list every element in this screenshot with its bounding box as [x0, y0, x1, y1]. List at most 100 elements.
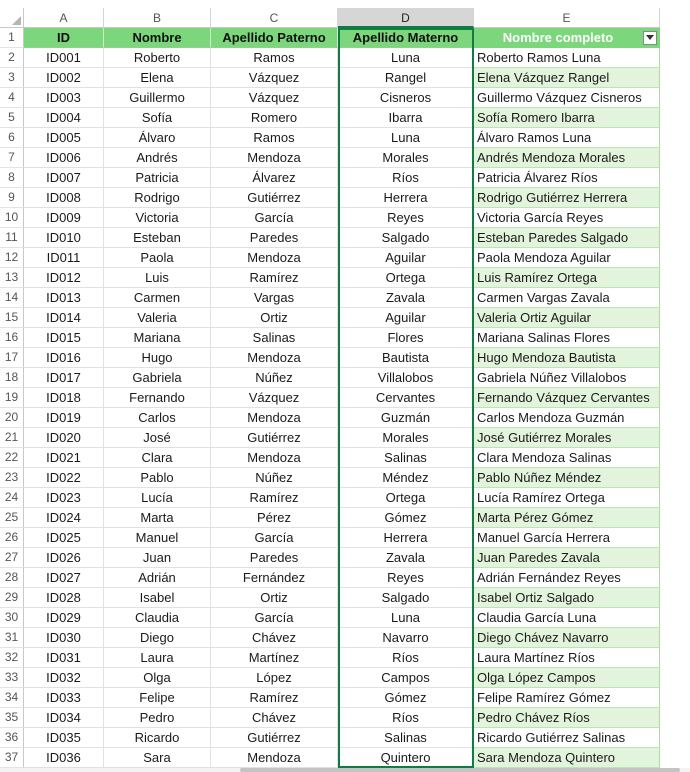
table-cell-completo[interactable]: Luis Ramírez Ortega — [474, 268, 660, 288]
row-header[interactable]: 28 — [0, 568, 24, 588]
table-cell-nombre[interactable]: Pedro — [104, 708, 211, 728]
table-cell-completo[interactable]: Pablo Núñez Méndez — [474, 468, 660, 488]
table-cell-paterno[interactable]: Ortiz — [211, 308, 338, 328]
table-cell-paterno[interactable]: Vázquez — [211, 388, 338, 408]
table-cell-completo[interactable]: Carlos Mendoza Guzmán — [474, 408, 660, 428]
table-cell-completo[interactable]: Felipe Ramírez Gómez — [474, 688, 660, 708]
table-cell-materno[interactable]: Ortega — [338, 268, 474, 288]
table-cell-nombre[interactable]: Álvaro — [104, 128, 211, 148]
table-cell-id[interactable]: ID032 — [24, 668, 104, 688]
table-cell-id[interactable]: ID004 — [24, 108, 104, 128]
table-cell-id[interactable]: ID009 — [24, 208, 104, 228]
table-cell-materno[interactable]: Zavala — [338, 548, 474, 568]
filter-dropdown-button[interactable] — [643, 31, 657, 45]
table-cell-nombre[interactable]: Elena — [104, 68, 211, 88]
table-cell-id[interactable]: ID022 — [24, 468, 104, 488]
table-cell-id[interactable]: ID008 — [24, 188, 104, 208]
table-cell-nombre[interactable]: Valeria — [104, 308, 211, 328]
table-cell-paterno[interactable]: Romero — [211, 108, 338, 128]
table-cell-id[interactable]: ID035 — [24, 728, 104, 748]
table-cell-paterno[interactable]: Gutiérrez — [211, 188, 338, 208]
table-cell-paterno[interactable]: Fernández — [211, 568, 338, 588]
table-cell-nombre[interactable]: Carlos — [104, 408, 211, 428]
table-cell-materno[interactable]: Bautista — [338, 348, 474, 368]
table-cell-completo[interactable]: Juan Paredes Zavala — [474, 548, 660, 568]
row-header[interactable]: 9 — [0, 188, 24, 208]
table-cell-nombre[interactable]: Clara — [104, 448, 211, 468]
horizontal-scrollbar-thumb[interactable] — [240, 768, 680, 772]
table-cell-nombre[interactable]: Ricardo — [104, 728, 211, 748]
row-header[interactable]: 2 — [0, 48, 24, 68]
table-cell-paterno[interactable]: Mendoza — [211, 248, 338, 268]
table-cell-nombre[interactable]: Victoria — [104, 208, 211, 228]
table-cell-materno[interactable]: Herrera — [338, 188, 474, 208]
row-header[interactable]: 5 — [0, 108, 24, 128]
row-header[interactable]: 14 — [0, 288, 24, 308]
row-header[interactable]: 26 — [0, 528, 24, 548]
table-cell-paterno[interactable]: Mendoza — [211, 408, 338, 428]
table-cell-paterno[interactable]: Salinas — [211, 328, 338, 348]
table-cell-completo[interactable]: Elena Vázquez Rangel — [474, 68, 660, 88]
table-cell-id[interactable]: ID033 — [24, 688, 104, 708]
table-cell-completo[interactable]: Pedro Chávez Ríos — [474, 708, 660, 728]
table-cell-nombre[interactable]: Marta — [104, 508, 211, 528]
table-cell-materno[interactable]: Ríos — [338, 168, 474, 188]
table-cell-nombre[interactable]: Hugo — [104, 348, 211, 368]
table-cell-paterno[interactable]: Ramírez — [211, 268, 338, 288]
table-cell-paterno[interactable]: García — [211, 208, 338, 228]
header-cell-id[interactable]: ID — [24, 28, 104, 48]
table-cell-materno[interactable]: Flores — [338, 328, 474, 348]
table-cell-materno[interactable]: Zavala — [338, 288, 474, 308]
table-cell-completo[interactable]: Laura Martínez Ríos — [474, 648, 660, 668]
table-cell-materno[interactable]: Ortega — [338, 488, 474, 508]
table-cell-id[interactable]: ID036 — [24, 748, 104, 768]
row-header[interactable]: 36 — [0, 728, 24, 748]
table-cell-paterno[interactable]: Chávez — [211, 628, 338, 648]
table-cell-materno[interactable]: Reyes — [338, 568, 474, 588]
table-cell-completo[interactable]: Paola Mendoza Aguilar — [474, 248, 660, 268]
row-header[interactable]: 6 — [0, 128, 24, 148]
row-header[interactable]: 19 — [0, 388, 24, 408]
table-cell-completo[interactable]: Manuel García Herrera — [474, 528, 660, 548]
table-cell-paterno[interactable]: Ramírez — [211, 688, 338, 708]
table-cell-materno[interactable]: Luna — [338, 608, 474, 628]
table-cell-paterno[interactable]: Vázquez — [211, 88, 338, 108]
table-cell-completo[interactable]: Sara Mendoza Quintero — [474, 748, 660, 768]
table-cell-materno[interactable]: Aguilar — [338, 248, 474, 268]
table-cell-completo[interactable]: Andrés Mendoza Morales — [474, 148, 660, 168]
table-cell-materno[interactable]: Herrera — [338, 528, 474, 548]
column-header-b[interactable]: B — [104, 8, 211, 28]
table-cell-paterno[interactable]: Ramírez — [211, 488, 338, 508]
table-cell-completo[interactable]: Ricardo Gutiérrez Salinas — [474, 728, 660, 748]
table-cell-paterno[interactable]: Álvarez — [211, 168, 338, 188]
table-cell-completo[interactable]: Victoria García Reyes — [474, 208, 660, 228]
table-cell-nombre[interactable]: Adrián — [104, 568, 211, 588]
table-cell-id[interactable]: ID034 — [24, 708, 104, 728]
table-cell-completo[interactable]: Clara Mendoza Salinas — [474, 448, 660, 468]
table-cell-completo[interactable]: Sofía Romero Ibarra — [474, 108, 660, 128]
table-cell-materno[interactable]: Rangel — [338, 68, 474, 88]
row-header[interactable]: 16 — [0, 328, 24, 348]
table-cell-id[interactable]: ID020 — [24, 428, 104, 448]
table-cell-materno[interactable]: Ríos — [338, 648, 474, 668]
table-cell-id[interactable]: ID023 — [24, 488, 104, 508]
table-cell-nombre[interactable]: Rodrigo — [104, 188, 211, 208]
table-cell-paterno[interactable]: Gutiérrez — [211, 428, 338, 448]
table-cell-id[interactable]: ID029 — [24, 608, 104, 628]
table-cell-completo[interactable]: Marta Pérez Gómez — [474, 508, 660, 528]
table-cell-completo[interactable]: Mariana Salinas Flores — [474, 328, 660, 348]
table-cell-materno[interactable]: Salgado — [338, 228, 474, 248]
table-cell-paterno[interactable]: Paredes — [211, 228, 338, 248]
table-cell-materno[interactable]: Quintero — [338, 748, 474, 768]
column-header-c[interactable]: C — [211, 8, 338, 28]
row-header[interactable]: 31 — [0, 628, 24, 648]
row-header[interactable]: 25 — [0, 508, 24, 528]
table-cell-id[interactable]: ID024 — [24, 508, 104, 528]
table-cell-materno[interactable]: Méndez — [338, 468, 474, 488]
table-cell-id[interactable]: ID006 — [24, 148, 104, 168]
row-header[interactable]: 29 — [0, 588, 24, 608]
table-cell-nombre[interactable]: Luis — [104, 268, 211, 288]
row-header[interactable]: 13 — [0, 268, 24, 288]
table-cell-materno[interactable]: Luna — [338, 48, 474, 68]
table-cell-id[interactable]: ID021 — [24, 448, 104, 468]
